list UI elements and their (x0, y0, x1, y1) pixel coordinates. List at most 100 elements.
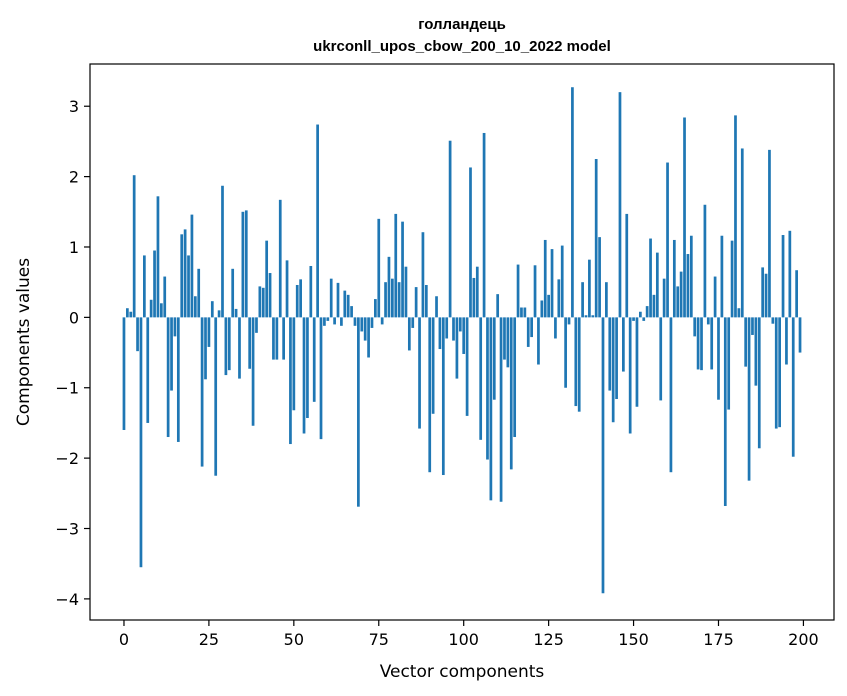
bar (469, 167, 472, 318)
bar (295, 284, 299, 318)
bar (455, 317, 459, 379)
bar (791, 317, 795, 457)
bar (126, 308, 129, 318)
bar (598, 237, 601, 318)
plot-frame (89, 63, 835, 621)
bar (472, 277, 476, 318)
bar (187, 255, 190, 318)
bar (153, 250, 156, 318)
bar (774, 317, 778, 429)
bar (632, 317, 635, 321)
bar (486, 317, 489, 460)
bar (421, 232, 425, 318)
bar (278, 199, 282, 318)
bar (778, 317, 781, 428)
bar (764, 273, 768, 318)
bar (615, 317, 618, 400)
bar (543, 239, 547, 318)
bar (418, 317, 421, 429)
x-tick-label: 100 (448, 630, 479, 649)
bar (265, 240, 269, 318)
bar (136, 317, 139, 352)
bar (523, 307, 527, 318)
bar (234, 308, 238, 318)
bar (492, 317, 496, 400)
bar (231, 268, 235, 318)
bar (411, 317, 415, 328)
bar (149, 299, 153, 318)
bar (438, 317, 442, 350)
bar (204, 317, 207, 380)
bar (499, 317, 503, 502)
bar (384, 282, 387, 318)
bar (319, 317, 323, 440)
bar (757, 317, 761, 449)
bar (710, 317, 714, 370)
bar (475, 266, 479, 318)
bar (727, 317, 731, 410)
bar (180, 234, 184, 318)
y-tick-label: 1 (69, 238, 79, 257)
bar (391, 278, 394, 318)
bar (374, 299, 377, 318)
bar (496, 294, 500, 318)
bar (686, 254, 690, 318)
bar (363, 317, 367, 341)
chart-subtitle: ukrconll_upos_cbow_200_10_2022 model (313, 38, 611, 55)
bar (424, 284, 428, 318)
bar (588, 259, 591, 318)
bar (207, 317, 211, 347)
bar (380, 317, 384, 325)
bar (251, 317, 255, 426)
bar (669, 317, 673, 473)
bar (795, 270, 798, 318)
bar (302, 317, 306, 434)
bar (509, 317, 513, 470)
bar (577, 317, 581, 412)
bar (404, 266, 408, 318)
bar (329, 278, 333, 318)
bar (346, 294, 350, 318)
x-tick-label: 150 (618, 630, 649, 649)
bar (397, 282, 401, 318)
bar (261, 287, 265, 318)
bar (672, 239, 676, 318)
bar (679, 271, 683, 318)
bar (377, 218, 381, 318)
bar (540, 300, 544, 318)
bar (761, 267, 765, 318)
y-axis-label: Components values (14, 258, 34, 426)
bar (173, 317, 177, 337)
bar (547, 294, 550, 318)
bar (394, 213, 398, 318)
bar (693, 317, 697, 337)
bar (357, 317, 360, 507)
x-axis-ticks: 0 25 50 75 100 125 150 175 200 (119, 620, 819, 649)
bar (258, 286, 262, 318)
bar (336, 282, 340, 318)
bar (781, 235, 785, 318)
bar (533, 265, 537, 318)
bar (740, 148, 744, 318)
bar (129, 311, 133, 318)
bar (489, 317, 493, 501)
bar (520, 307, 523, 318)
bar (224, 317, 228, 376)
bar (564, 317, 567, 388)
bar (530, 317, 533, 338)
bar (720, 235, 724, 318)
bar (608, 317, 612, 391)
bar (343, 290, 347, 318)
bar (723, 317, 727, 506)
bar (448, 140, 452, 318)
bar (676, 286, 680, 318)
y-axis-ticks: −4 −3 −2 −1 0 1 2 3 (55, 97, 90, 609)
y-tick-label: 0 (69, 308, 79, 327)
bar (316, 124, 319, 318)
bar (197, 268, 201, 318)
bar (785, 317, 788, 365)
bar (754, 317, 758, 386)
chart-title: голландець (418, 16, 506, 33)
bar (798, 317, 802, 353)
bar (700, 317, 703, 371)
